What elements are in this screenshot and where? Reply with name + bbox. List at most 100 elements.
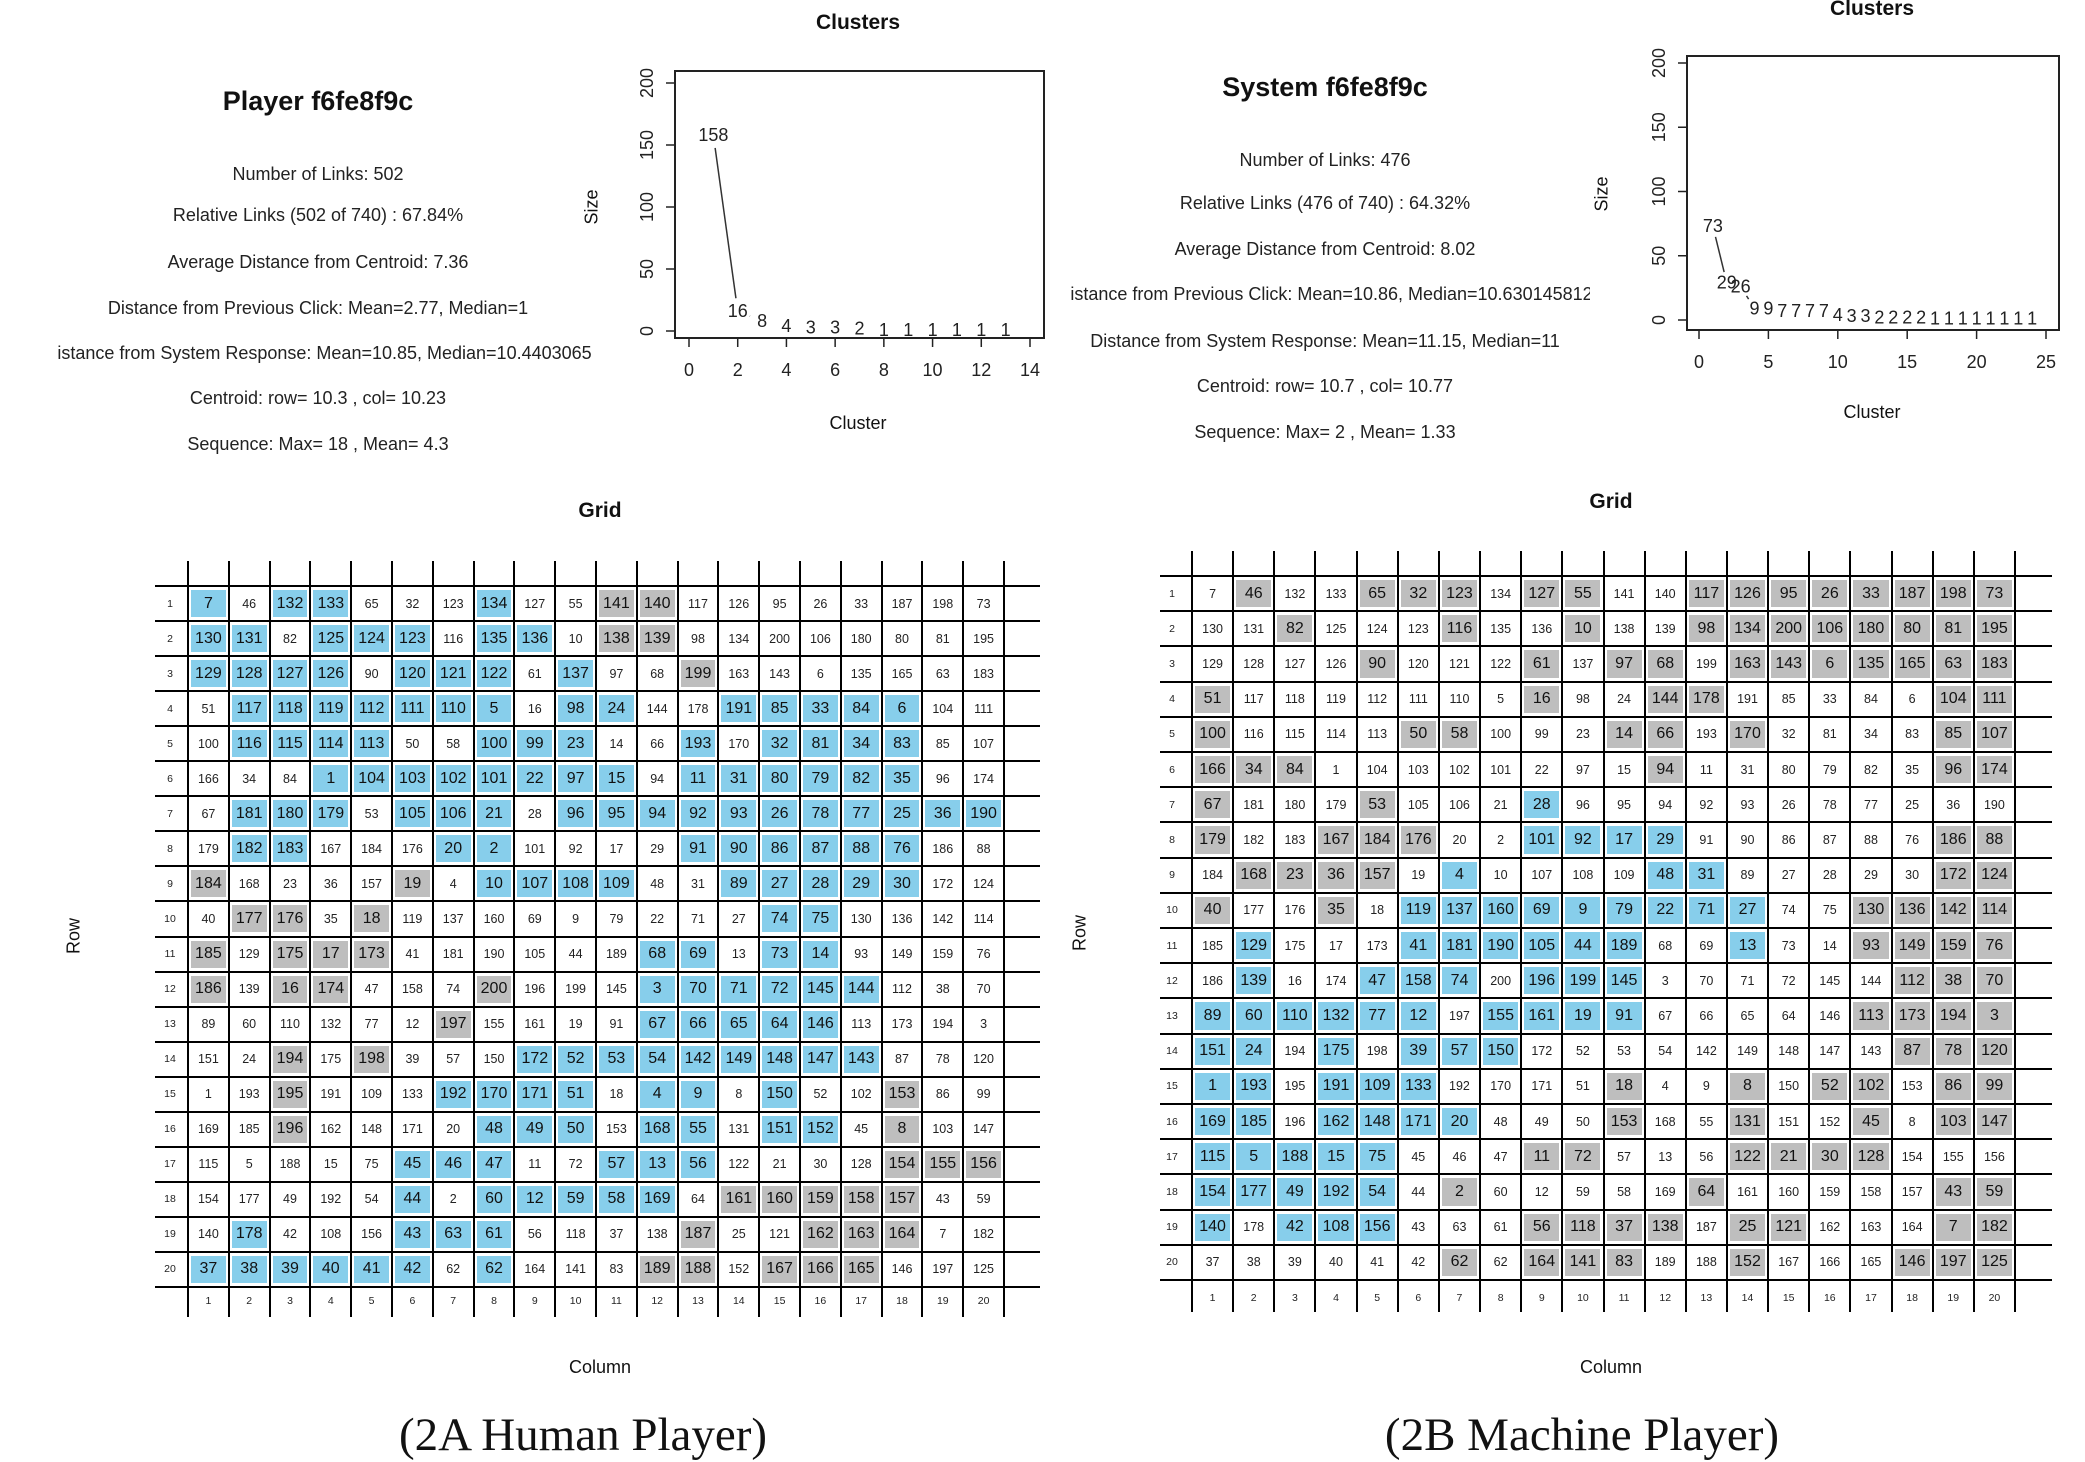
cell-value: 82 bbox=[852, 770, 870, 788]
grid-cell: 126 bbox=[310, 656, 351, 691]
cell-value: 174 bbox=[317, 980, 344, 998]
grid-cell: 86 bbox=[759, 831, 800, 866]
cell-value: 174 bbox=[973, 772, 994, 786]
grid-cell: 72 bbox=[1768, 963, 1809, 998]
cell-value: 181 bbox=[236, 805, 263, 823]
grid-cell: 143 bbox=[1850, 1034, 1891, 1069]
grid-cell: 42 bbox=[1398, 1245, 1439, 1280]
data-point-label: 29 bbox=[1717, 273, 1737, 293]
cell-value: 171 bbox=[1531, 1079, 1552, 1093]
cell-value: 190 bbox=[970, 805, 997, 823]
cell-value: 12 bbox=[1409, 1007, 1427, 1025]
cell-value: 25 bbox=[893, 805, 911, 823]
grid-cell: 47 bbox=[351, 972, 392, 1007]
cell-value: 8 bbox=[1909, 1115, 1916, 1129]
cell-value: 185 bbox=[195, 945, 222, 963]
grid-cell: 22 bbox=[1645, 893, 1686, 928]
grid-cell: 146 bbox=[882, 1252, 923, 1287]
grid-cell: 182 bbox=[229, 831, 270, 866]
grid-cell: 156 bbox=[963, 1147, 1004, 1182]
cell-value: 132 bbox=[1323, 1007, 1350, 1025]
cell-value: 40 bbox=[1329, 1255, 1343, 1269]
grid-cell: 149 bbox=[882, 937, 923, 972]
grid-cell: 118 bbox=[1562, 1210, 1603, 1245]
cell-value: 107 bbox=[1981, 725, 2008, 743]
grid-cell: 147 bbox=[963, 1112, 1004, 1147]
grid-cell: 163 bbox=[1727, 646, 1768, 681]
grid-cell: 169 bbox=[1645, 1174, 1686, 1209]
grid-cell: 163 bbox=[718, 656, 759, 691]
data-point-label: 2 bbox=[1916, 307, 1926, 327]
row-number: 13 bbox=[1166, 1010, 1178, 1022]
row-number: 6 bbox=[1169, 764, 1175, 776]
grid-cell: 22 bbox=[1521, 752, 1562, 787]
grid-cell: 109 bbox=[351, 1077, 392, 1112]
cell-value: 4 bbox=[1662, 1079, 1669, 1093]
row-label-right: Row bbox=[1070, 915, 1091, 951]
grid-cell: 60 bbox=[1233, 998, 1274, 1033]
grid-cell: 183 bbox=[270, 831, 311, 866]
x-tick-label: 15 bbox=[1897, 352, 1917, 372]
grid-cell: 4 bbox=[433, 866, 474, 901]
grid-cell: 152 bbox=[1727, 1245, 1768, 1280]
cell-value: 124 bbox=[973, 877, 994, 891]
x-tick-label: 14 bbox=[1020, 360, 1040, 380]
grid-cell: 33 bbox=[1809, 682, 1850, 717]
cell-value: 105 bbox=[1528, 937, 1555, 955]
x-tick-label: 25 bbox=[2036, 352, 2056, 372]
data-point-label: 3 bbox=[1847, 306, 1857, 326]
cell-value: 39 bbox=[405, 1052, 419, 1066]
cell-value: 135 bbox=[481, 630, 508, 648]
column-number: 7 bbox=[1457, 1292, 1463, 1304]
grid-cell: 117 bbox=[1233, 682, 1274, 717]
grid-cell: 7 bbox=[1192, 576, 1233, 611]
data-point-label: 9 bbox=[1763, 298, 1773, 318]
grid-cell: 174 bbox=[1315, 963, 1356, 998]
cell-value: 189 bbox=[644, 1260, 671, 1278]
grid-cell: 161 bbox=[514, 1007, 555, 1042]
cell-value: 100 bbox=[481, 735, 508, 753]
cell-value: 129 bbox=[195, 665, 222, 683]
grid-cell: 73 bbox=[759, 937, 800, 972]
cell-value: 133 bbox=[1405, 1077, 1432, 1095]
grid-cell: 38 bbox=[922, 972, 963, 1007]
grid-cell: 40 bbox=[188, 901, 229, 936]
cell-value: 162 bbox=[1323, 1113, 1350, 1131]
cell-value: 165 bbox=[1861, 1255, 1882, 1269]
cell-value: 160 bbox=[766, 1190, 793, 1208]
cell-value: 28 bbox=[1823, 868, 1837, 882]
grid-cell: 101 bbox=[474, 761, 515, 796]
grid-cell: 119 bbox=[310, 691, 351, 726]
cell-value: 27 bbox=[1782, 868, 1796, 882]
cell-value: 33 bbox=[812, 700, 830, 718]
cell-value: 58 bbox=[608, 1190, 626, 1208]
grid-cell: 129 bbox=[229, 937, 270, 972]
cell-value: 149 bbox=[725, 1050, 752, 1068]
grid-cell: 8 bbox=[882, 1112, 923, 1147]
cell-value: 53 bbox=[365, 807, 379, 821]
cell-value: 114 bbox=[1326, 727, 1346, 741]
grid-cell: 103 bbox=[392, 761, 433, 796]
cell-value: 91 bbox=[689, 840, 707, 858]
cell-value: 67 bbox=[1658, 1009, 1672, 1023]
grid-cell: 31 bbox=[678, 866, 719, 901]
grid-cell: 111 bbox=[963, 691, 1004, 726]
grid-cell: 189 bbox=[596, 937, 637, 972]
cell-value: 74 bbox=[1451, 972, 1469, 990]
cell-value: 94 bbox=[1656, 761, 1674, 779]
x-tick-label: 2 bbox=[733, 360, 743, 380]
column-number: 5 bbox=[369, 1295, 375, 1307]
grid-cell: 135 bbox=[1850, 646, 1891, 681]
grid-cell: 94 bbox=[1645, 752, 1686, 787]
row-number: 6 bbox=[167, 773, 173, 785]
cell-value: 112 bbox=[1367, 692, 1387, 706]
column-label-right: Column bbox=[1580, 1357, 1642, 1378]
grid-cell: 169 bbox=[637, 1182, 678, 1217]
row-number: 4 bbox=[167, 703, 173, 715]
cell-value: 173 bbox=[1899, 1007, 1926, 1025]
column-number: 5 bbox=[1374, 1292, 1380, 1304]
grid-cell: 54 bbox=[351, 1182, 392, 1217]
cell-value: 36 bbox=[324, 877, 338, 891]
cell-value: 108 bbox=[1323, 1218, 1350, 1236]
grid-cell: 111 bbox=[1974, 682, 2015, 717]
